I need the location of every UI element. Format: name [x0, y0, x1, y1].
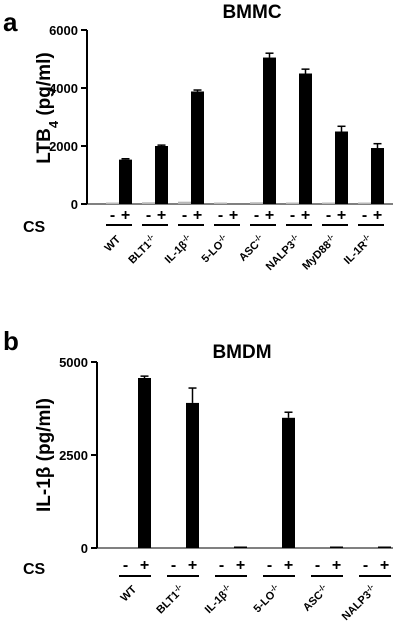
condition-sign: + [157, 207, 166, 224]
y-tick-label: 2500 [59, 448, 88, 463]
condition-sign: + [373, 207, 382, 224]
condition-sign: + [380, 557, 389, 574]
bar-myd88-csplus [335, 131, 348, 204]
panel-a-letter: a [3, 7, 18, 37]
condition-sign: + [301, 207, 310, 224]
condition-sign: - [326, 207, 331, 224]
bar-nalp3-csminus [286, 202, 299, 204]
condition-sign: - [254, 207, 259, 224]
condition-sign: - [267, 557, 272, 574]
panel-b-letter: b [3, 326, 19, 356]
genotype-label-asc: ASC-/- [299, 582, 331, 614]
panel-b-y-axis-label: IL-1β (pg/ml) [34, 398, 55, 512]
y-tick-label: 5000 [59, 355, 88, 370]
y-tick-label: 4000 [49, 81, 78, 96]
bar-wt-csplus [119, 159, 132, 204]
bar-5lo-csplus [282, 417, 295, 548]
bar-myd88-csminus [322, 202, 335, 204]
genotype-label-blt1: BLT1-/- [153, 582, 188, 617]
bar-wt-csplus [138, 377, 151, 548]
genotype-label-il1: IL-1β-/- [161, 232, 195, 266]
y-tick-label: 0 [81, 541, 88, 556]
condition-sign: - [219, 557, 224, 574]
bar-asc-csplus [330, 546, 343, 548]
genotype-label-il1r: IL-1R-/- [340, 232, 375, 267]
bar-wt-csminus [106, 202, 119, 204]
condition-sign: - [146, 207, 151, 224]
genotype-label-5lo: 5-LO-/- [250, 582, 284, 616]
panel-a-condition-label: CS [23, 219, 46, 236]
condition-sign: - [362, 207, 367, 224]
genotype-label-nalp3: NALP3-/- [338, 582, 379, 623]
bar-il1-csplus [191, 91, 204, 204]
condition-sign: + [236, 557, 245, 574]
genotype-label-il1: IL-1β-/- [201, 582, 235, 616]
bar-5lo-csminus [214, 202, 227, 204]
genotype-label-wt: WT [103, 233, 124, 254]
condition-sign: + [284, 557, 293, 574]
bar-il1-csplus [234, 546, 247, 548]
panel-b-title: BMDM [212, 342, 271, 363]
y-tick-label: 2000 [49, 139, 78, 154]
condition-sign: - [315, 557, 320, 574]
panel-b-condition-label: CS [23, 561, 46, 578]
condition-sign: + [188, 557, 197, 574]
condition-sign: + [265, 207, 274, 224]
bar-il1-csminus [178, 201, 191, 204]
bar-blt1-csplus [155, 146, 168, 204]
genotype-label-5lo: 5-LO-/- [198, 232, 232, 266]
bar-asc-csminus [250, 202, 263, 204]
bar-il1r-csplus [371, 148, 384, 204]
y-tick-label: 0 [71, 197, 78, 212]
panel-a-y-axis-label: LTB4 (pg/ml) [34, 52, 61, 163]
bar-nalp3-csplus [299, 73, 312, 204]
bar-il1r-csminus [358, 202, 371, 204]
condition-sign: + [337, 207, 346, 224]
condition-sign: - [171, 557, 176, 574]
condition-sign: - [182, 207, 187, 224]
condition-sign: + [229, 207, 238, 224]
y-tick-label: 6000 [49, 23, 78, 38]
bar-nalp3-csplus [378, 546, 391, 548]
genotype-label-blt1: BLT1-/- [125, 232, 160, 267]
condition-sign: + [140, 557, 149, 574]
bar-asc-csplus [263, 57, 276, 204]
genotype-label-myd88: MyD88-/- [298, 232, 339, 273]
condition-sign: - [363, 557, 368, 574]
condition-sign: + [193, 207, 202, 224]
panel-a-title: BMMC [222, 2, 281, 23]
condition-sign: - [290, 207, 295, 224]
condition-sign: + [121, 207, 130, 224]
genotype-label-wt: WT [119, 583, 140, 604]
bar-blt1-csminus [142, 202, 155, 204]
condition-sign: - [218, 207, 223, 224]
condition-sign: + [332, 557, 341, 574]
condition-sign: - [123, 557, 128, 574]
condition-sign: - [110, 207, 115, 224]
bar-blt1-csplus [186, 402, 199, 548]
genotype-label-nalp3: NALP3-/- [262, 232, 303, 273]
genotype-label-asc: ASC-/- [235, 232, 267, 264]
